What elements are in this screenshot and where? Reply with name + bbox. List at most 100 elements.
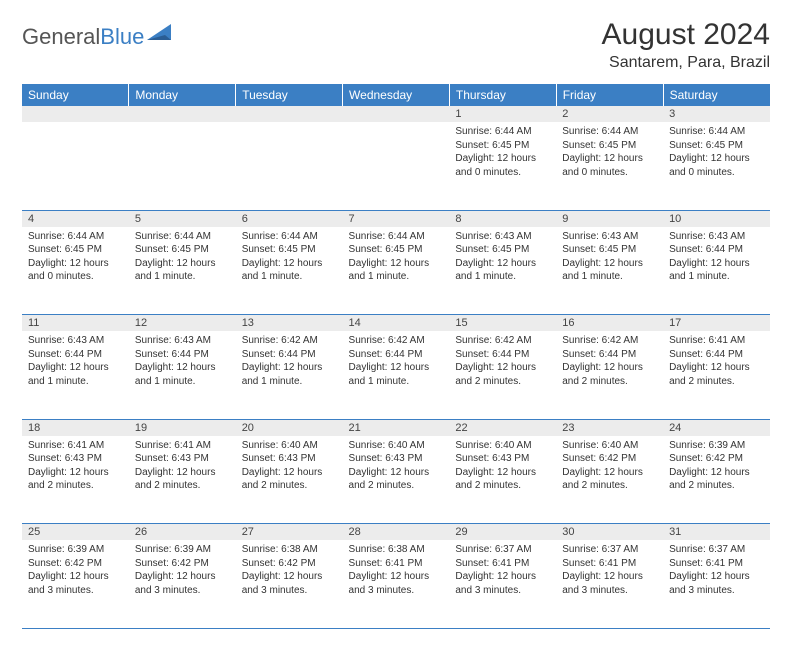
day-number-cell [22, 106, 129, 122]
daylight-text: Daylight: 12 hours and 3 minutes. [135, 570, 230, 597]
daylight-text: Daylight: 12 hours and 2 minutes. [242, 466, 337, 493]
sunrise-text: Sunrise: 6:40 AM [242, 439, 337, 453]
day-detail-cell: Sunrise: 6:43 AMSunset: 6:45 PMDaylight:… [556, 227, 663, 315]
day-number-cell: 15 [449, 315, 556, 332]
daylight-text: Daylight: 12 hours and 2 minutes. [135, 466, 230, 493]
day-number-cell: 19 [129, 419, 236, 436]
page-header: GeneralBlue August 2024 Santarem, Para, … [22, 18, 770, 72]
day-detail-cell: Sunrise: 6:39 AMSunset: 6:42 PMDaylight:… [129, 540, 236, 628]
day-number-cell: 4 [22, 210, 129, 227]
logo-triangle-icon [147, 22, 175, 47]
sunrise-text: Sunrise: 6:37 AM [669, 543, 764, 557]
day-detail-cell: Sunrise: 6:41 AMSunset: 6:44 PMDaylight:… [663, 331, 770, 419]
daylight-text: Daylight: 12 hours and 0 minutes. [669, 152, 764, 179]
day-number-cell: 1 [449, 106, 556, 122]
day-detail-cell: Sunrise: 6:42 AMSunset: 6:44 PMDaylight:… [343, 331, 450, 419]
day-detail-cell: Sunrise: 6:38 AMSunset: 6:41 PMDaylight:… [343, 540, 450, 628]
day-number-cell: 6 [236, 210, 343, 227]
daylight-text: Daylight: 12 hours and 2 minutes. [669, 466, 764, 493]
day-detail-cell [22, 122, 129, 210]
daylight-text: Daylight: 12 hours and 3 minutes. [455, 570, 550, 597]
sunrise-text: Sunrise: 6:42 AM [242, 334, 337, 348]
daylight-text: Daylight: 12 hours and 1 minute. [242, 361, 337, 388]
day-number-cell: 21 [343, 419, 450, 436]
day-number-cell: 7 [343, 210, 450, 227]
sunset-text: Sunset: 6:41 PM [349, 557, 444, 571]
sunset-text: Sunset: 6:42 PM [669, 452, 764, 466]
day-number-cell: 27 [236, 524, 343, 541]
day-detail-cell: Sunrise: 6:44 AMSunset: 6:45 PMDaylight:… [663, 122, 770, 210]
day-number-cell: 30 [556, 524, 663, 541]
day-number-cell [129, 106, 236, 122]
day-number-row: 25262728293031 [22, 524, 770, 541]
day-detail-cell: Sunrise: 6:42 AMSunset: 6:44 PMDaylight:… [449, 331, 556, 419]
sunrise-text: Sunrise: 6:44 AM [349, 230, 444, 244]
logo-text-blue: Blue [100, 24, 144, 49]
day-detail-cell: Sunrise: 6:37 AMSunset: 6:41 PMDaylight:… [556, 540, 663, 628]
day-detail-cell: Sunrise: 6:40 AMSunset: 6:43 PMDaylight:… [343, 436, 450, 524]
sunrise-text: Sunrise: 6:38 AM [242, 543, 337, 557]
sunrise-text: Sunrise: 6:41 AM [28, 439, 123, 453]
sunrise-text: Sunrise: 6:42 AM [455, 334, 550, 348]
sunset-text: Sunset: 6:41 PM [562, 557, 657, 571]
sunrise-text: Sunrise: 6:38 AM [349, 543, 444, 557]
day-number-cell: 8 [449, 210, 556, 227]
day-detail-cell: Sunrise: 6:43 AMSunset: 6:44 PMDaylight:… [129, 331, 236, 419]
day-detail-cell: Sunrise: 6:44 AMSunset: 6:45 PMDaylight:… [236, 227, 343, 315]
sunrise-text: Sunrise: 6:40 AM [349, 439, 444, 453]
day-detail-cell: Sunrise: 6:44 AMSunset: 6:45 PMDaylight:… [129, 227, 236, 315]
sunrise-text: Sunrise: 6:43 AM [669, 230, 764, 244]
daylight-text: Daylight: 12 hours and 2 minutes. [349, 466, 444, 493]
sunrise-text: Sunrise: 6:42 AM [562, 334, 657, 348]
daylight-text: Daylight: 12 hours and 3 minutes. [242, 570, 337, 597]
weekday-header-row: Sunday Monday Tuesday Wednesday Thursday… [22, 84, 770, 106]
sunset-text: Sunset: 6:41 PM [455, 557, 550, 571]
daylight-text: Daylight: 12 hours and 0 minutes. [28, 257, 123, 284]
day-number-cell: 25 [22, 524, 129, 541]
sunset-text: Sunset: 6:44 PM [242, 348, 337, 362]
daylight-text: Daylight: 12 hours and 1 minute. [349, 361, 444, 388]
location-text: Santarem, Para, Brazil [602, 54, 770, 72]
sunset-text: Sunset: 6:42 PM [28, 557, 123, 571]
day-detail-cell: Sunrise: 6:44 AMSunset: 6:45 PMDaylight:… [449, 122, 556, 210]
daylight-text: Daylight: 12 hours and 2 minutes. [455, 361, 550, 388]
day-number-cell: 14 [343, 315, 450, 332]
logo: GeneralBlue [22, 18, 175, 50]
sunrise-text: Sunrise: 6:39 AM [135, 543, 230, 557]
sunset-text: Sunset: 6:44 PM [349, 348, 444, 362]
day-detail-cell: Sunrise: 6:42 AMSunset: 6:44 PMDaylight:… [556, 331, 663, 419]
sunset-text: Sunset: 6:43 PM [349, 452, 444, 466]
weekday-header: Saturday [663, 84, 770, 106]
day-number-cell: 26 [129, 524, 236, 541]
sunset-text: Sunset: 6:45 PM [562, 139, 657, 153]
day-detail-row: Sunrise: 6:44 AMSunset: 6:45 PMDaylight:… [22, 122, 770, 210]
weekday-header: Tuesday [236, 84, 343, 106]
daylight-text: Daylight: 12 hours and 3 minutes. [349, 570, 444, 597]
day-detail-cell [236, 122, 343, 210]
daylight-text: Daylight: 12 hours and 2 minutes. [669, 361, 764, 388]
day-number-cell [236, 106, 343, 122]
daylight-text: Daylight: 12 hours and 1 minute. [28, 361, 123, 388]
sunset-text: Sunset: 6:43 PM [28, 452, 123, 466]
day-number-cell: 20 [236, 419, 343, 436]
sunset-text: Sunset: 6:45 PM [455, 139, 550, 153]
sunrise-text: Sunrise: 6:44 AM [28, 230, 123, 244]
sunset-text: Sunset: 6:45 PM [562, 243, 657, 257]
day-detail-cell: Sunrise: 6:38 AMSunset: 6:42 PMDaylight:… [236, 540, 343, 628]
day-detail-cell: Sunrise: 6:44 AMSunset: 6:45 PMDaylight:… [343, 227, 450, 315]
sunset-text: Sunset: 6:45 PM [242, 243, 337, 257]
day-number-cell: 9 [556, 210, 663, 227]
sunset-text: Sunset: 6:45 PM [455, 243, 550, 257]
sunset-text: Sunset: 6:45 PM [135, 243, 230, 257]
sunrise-text: Sunrise: 6:40 AM [562, 439, 657, 453]
calendar-body: 123Sunrise: 6:44 AMSunset: 6:45 PMDaylig… [22, 106, 770, 628]
daylight-text: Daylight: 12 hours and 1 minute. [135, 361, 230, 388]
daylight-text: Daylight: 12 hours and 0 minutes. [562, 152, 657, 179]
day-detail-cell: Sunrise: 6:42 AMSunset: 6:44 PMDaylight:… [236, 331, 343, 419]
day-number-cell: 10 [663, 210, 770, 227]
sunrise-text: Sunrise: 6:41 AM [669, 334, 764, 348]
day-detail-cell: Sunrise: 6:37 AMSunset: 6:41 PMDaylight:… [663, 540, 770, 628]
day-detail-row: Sunrise: 6:43 AMSunset: 6:44 PMDaylight:… [22, 331, 770, 419]
daylight-text: Daylight: 12 hours and 0 minutes. [455, 152, 550, 179]
calendar-page: GeneralBlue August 2024 Santarem, Para, … [0, 0, 792, 647]
